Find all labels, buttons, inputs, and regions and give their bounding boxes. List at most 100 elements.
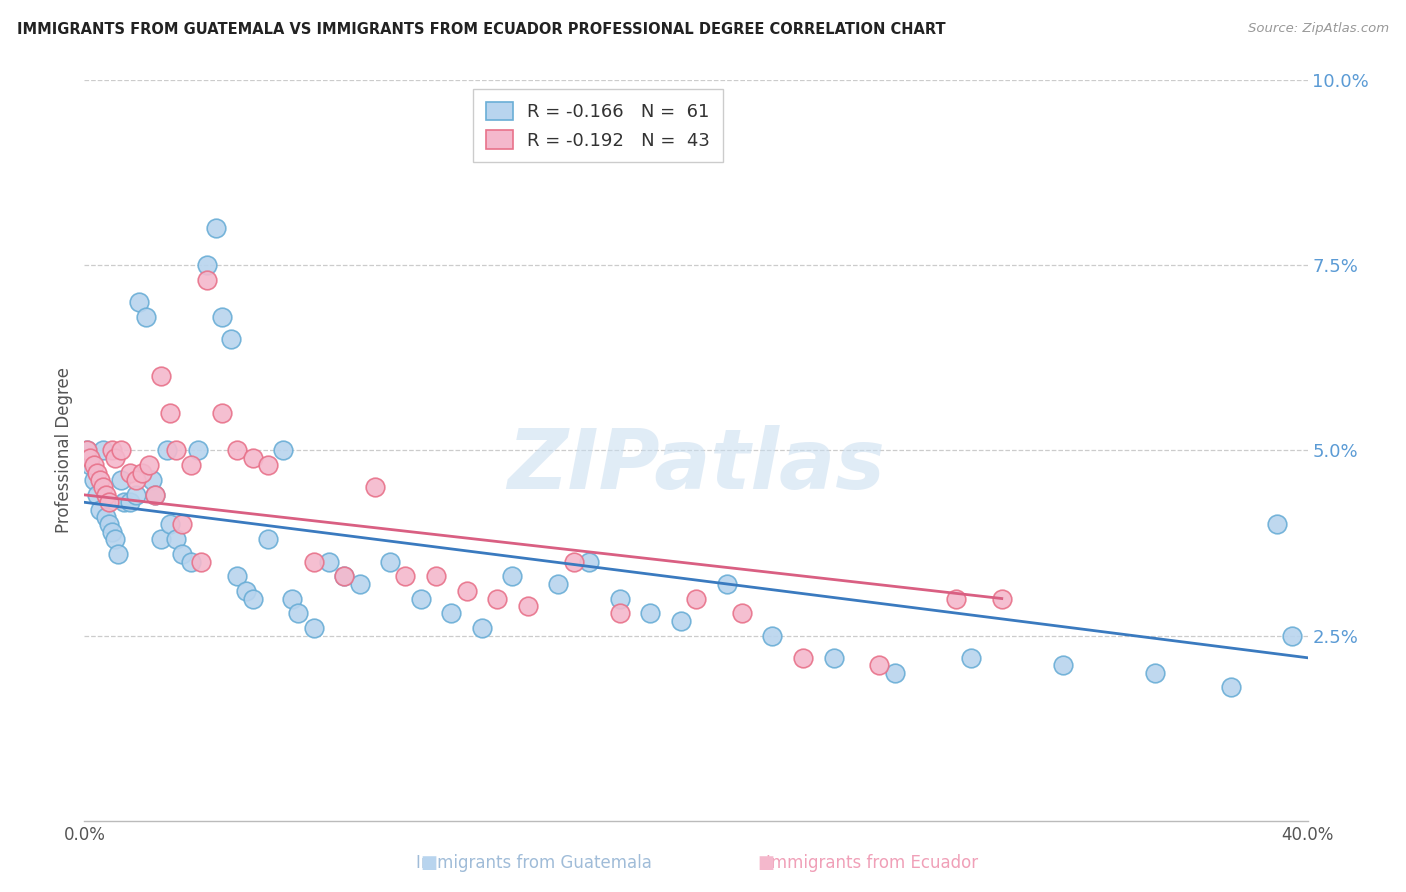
Point — [318, 554, 340, 569]
Point — [110, 443, 132, 458]
Point — [83, 458, 105, 473]
Point — [991, 591, 1014, 606]
Point — [219, 332, 242, 346]
Point — [205, 221, 228, 235]
Point — [516, 599, 538, 613]
Point — [91, 481, 114, 495]
Text: ZIPatlas: ZIPatlas — [508, 425, 884, 506]
Text: Immigrants from Guatemala: Immigrants from Guatemala — [416, 855, 652, 872]
Point — [94, 488, 117, 502]
Point — [131, 466, 153, 480]
Point — [211, 407, 233, 421]
Point — [101, 443, 124, 458]
Point — [235, 584, 257, 599]
Point — [562, 554, 585, 569]
Point — [76, 443, 98, 458]
Point — [242, 591, 264, 606]
Point — [165, 443, 187, 458]
Point — [578, 554, 600, 569]
Point — [186, 443, 208, 458]
Point — [195, 259, 218, 273]
Point — [195, 273, 218, 287]
Point — [471, 621, 494, 635]
Point — [242, 450, 264, 465]
Point — [79, 450, 101, 465]
Point — [180, 458, 202, 473]
Point — [364, 481, 387, 495]
Y-axis label: Professional Degree: Professional Degree — [55, 368, 73, 533]
Point — [333, 569, 356, 583]
Text: IMMIGRANTS FROM GUATEMALA VS IMMIGRANTS FROM ECUADOR PROFESSIONAL DEGREE CORRELA: IMMIGRANTS FROM GUATEMALA VS IMMIGRANTS … — [17, 22, 945, 37]
Point — [257, 458, 280, 473]
Point — [101, 524, 124, 539]
Point — [149, 533, 172, 547]
Point — [333, 569, 356, 583]
Text: Immigrants from Ecuador: Immigrants from Ecuador — [766, 855, 977, 872]
Point — [79, 458, 101, 473]
Point — [172, 517, 194, 532]
Point — [110, 473, 132, 487]
Point — [440, 607, 463, 621]
Point — [91, 443, 114, 458]
Point — [1220, 681, 1243, 695]
Point — [638, 607, 661, 621]
Point — [409, 591, 432, 606]
Point — [226, 569, 249, 583]
Point — [159, 517, 181, 532]
Point — [869, 658, 891, 673]
Point — [609, 591, 631, 606]
Point — [165, 533, 187, 547]
Point — [180, 554, 202, 569]
Point — [1265, 517, 1288, 532]
Point — [685, 591, 707, 606]
Point — [302, 554, 325, 569]
Point — [86, 488, 108, 502]
Point — [86, 466, 108, 480]
Point — [211, 310, 233, 325]
Point — [120, 495, 142, 509]
Point — [547, 576, 569, 591]
Point — [486, 591, 509, 606]
Point — [945, 591, 967, 606]
Point — [731, 607, 754, 621]
Point — [792, 650, 814, 665]
Point — [143, 488, 166, 502]
Point — [138, 458, 160, 473]
Point — [1143, 665, 1166, 680]
Point — [76, 443, 98, 458]
Point — [257, 533, 280, 547]
Point — [97, 517, 120, 532]
Point — [669, 614, 692, 628]
Legend: R = -0.166   N =  61, R = -0.192   N =  43: R = -0.166 N = 61, R = -0.192 N = 43 — [474, 89, 723, 162]
Point — [883, 665, 905, 680]
Point — [143, 488, 166, 502]
Point — [97, 495, 120, 509]
Point — [94, 510, 117, 524]
Point — [125, 488, 148, 502]
Point — [172, 547, 194, 561]
Point — [120, 466, 142, 480]
Point — [135, 310, 157, 325]
Point — [425, 569, 447, 583]
Point — [271, 443, 294, 458]
Point — [159, 407, 181, 421]
Point — [83, 473, 105, 487]
Point — [104, 533, 127, 547]
Point — [349, 576, 371, 591]
Point — [104, 450, 127, 465]
Point — [156, 443, 179, 458]
Point — [89, 473, 111, 487]
Text: Source: ZipAtlas.com: Source: ZipAtlas.com — [1249, 22, 1389, 36]
Point — [502, 569, 524, 583]
Point — [281, 591, 304, 606]
Point — [141, 473, 163, 487]
Point — [1052, 658, 1074, 673]
Text: ■: ■ — [758, 855, 775, 872]
Point — [609, 607, 631, 621]
Point — [128, 295, 150, 310]
Point — [107, 547, 129, 561]
Point — [112, 495, 135, 509]
Text: ■: ■ — [420, 855, 437, 872]
Point — [149, 369, 172, 384]
Point — [125, 473, 148, 487]
